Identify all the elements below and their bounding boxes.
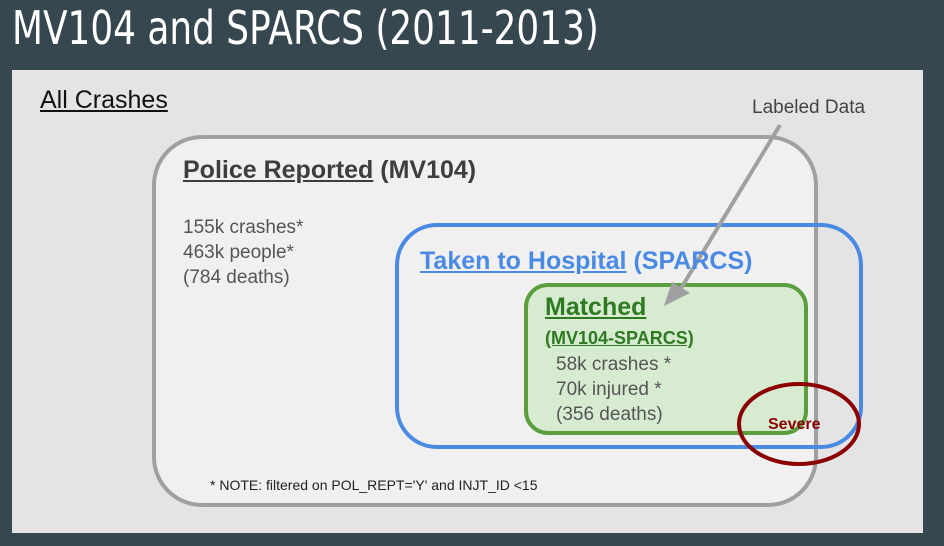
matched-title: Matched bbox=[545, 293, 647, 321]
matched-stat-crashes: 58k crashes * bbox=[556, 354, 672, 375]
police-stat-crashes: 155k crashes* bbox=[183, 217, 304, 238]
matched-box bbox=[524, 283, 808, 435]
hospital-box bbox=[395, 223, 863, 449]
police-stats: 155k crashes* 463k people* (784 deaths) bbox=[183, 215, 303, 290]
hospital-title: Taken to Hospital (SPARCS) bbox=[420, 247, 752, 276]
labeled-data-arrow bbox=[678, 123, 782, 292]
severe-label: Severe bbox=[768, 416, 821, 433]
labeled-data-label: Labeled Data bbox=[752, 97, 866, 118]
filter-note: * NOTE: filtered on POL_REPT='Y' and INJ… bbox=[210, 477, 538, 493]
police-stat-people: 463k people* bbox=[183, 242, 294, 263]
slide-title: MV104 and SPARCS (2011-2013) bbox=[12, 1, 599, 55]
matched-subtitle: (MV104-SPARCS) bbox=[545, 328, 694, 348]
police-reported-source: (MV104) bbox=[373, 156, 477, 184]
matched-stats: 58k crashes * 70k injured * (356 deaths) bbox=[556, 352, 671, 427]
severe-ring bbox=[737, 382, 861, 466]
matched-stat-deaths: (356 deaths) bbox=[556, 404, 663, 425]
hospital-name: Taken to Hospital bbox=[420, 247, 627, 275]
matched-stat-injured: 70k injured * bbox=[556, 379, 662, 400]
all-crashes-label: All Crashes bbox=[40, 86, 168, 114]
labeled-data-arrowhead bbox=[664, 282, 690, 306]
police-reported-title: Police Reported (MV104) bbox=[183, 156, 476, 185]
police-stat-deaths: (784 deaths) bbox=[183, 267, 290, 288]
police-reported-name: Police Reported bbox=[183, 156, 374, 184]
hospital-source: (SPARCS) bbox=[626, 247, 753, 275]
